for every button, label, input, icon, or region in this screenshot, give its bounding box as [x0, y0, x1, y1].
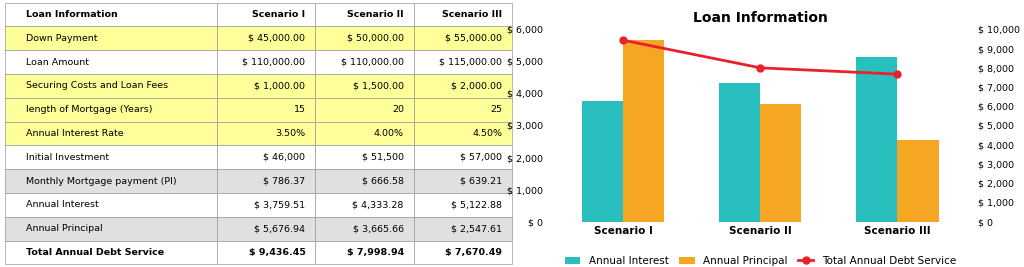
Bar — [582, 101, 624, 222]
Bar — [719, 83, 760, 222]
Title: Loan Information: Loan Information — [693, 11, 827, 25]
Bar — [897, 140, 939, 222]
Bar — [760, 104, 802, 222]
Legend: Annual Interest, Annual Principal, Total Annual Debt Service: Annual Interest, Annual Principal, Total… — [560, 252, 961, 267]
Bar — [856, 57, 897, 222]
Bar — [624, 40, 665, 222]
